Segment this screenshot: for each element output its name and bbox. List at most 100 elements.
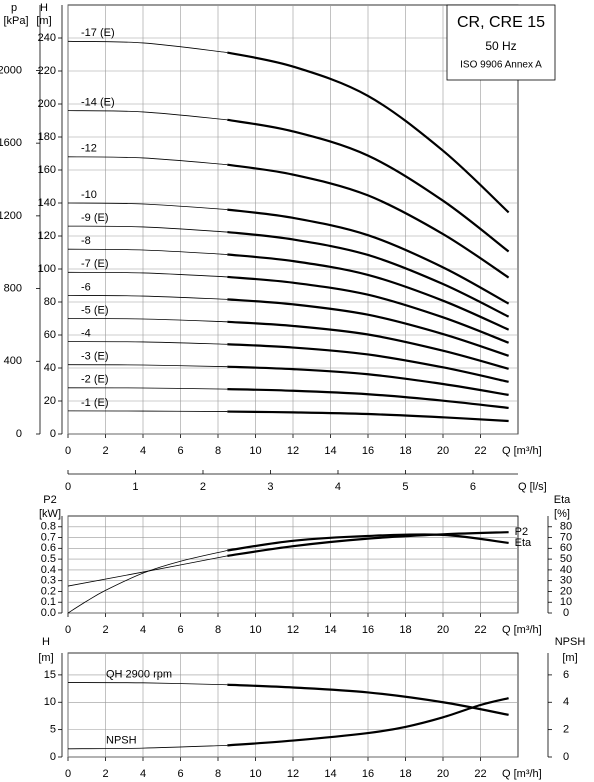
curve-bold: [227, 51, 510, 214]
y2-tick-label: 10: [560, 596, 572, 608]
x-axis-label: Q [m³/h]: [502, 624, 542, 636]
curve-bold: [227, 410, 509, 423]
x-tick-label: 18: [399, 624, 411, 636]
y-tick-label: 0.1: [41, 596, 56, 608]
x-tick-label: 0: [65, 768, 71, 780]
secondary-x-tick-label: 6: [470, 481, 476, 493]
y2-tick-label: 0: [563, 751, 569, 763]
y2-tick-label: 6: [563, 669, 569, 681]
curve-thin: [67, 410, 228, 412]
y-tick-label: 100: [38, 263, 56, 275]
x-tick-label: 4: [140, 768, 146, 780]
curve-thin: [67, 682, 228, 686]
x-tick-label: 10: [249, 445, 261, 457]
curve-thin: [67, 550, 228, 614]
x-tick-label: 6: [177, 624, 183, 636]
curve-thin: [67, 318, 228, 323]
x-tick-label: 20: [437, 445, 449, 457]
y2-tick-label: 40: [560, 564, 572, 576]
curve-thin: [67, 744, 228, 750]
curve-bold: [227, 343, 509, 383]
curve-bold: [227, 253, 510, 331]
y-tick-label: 0: [50, 428, 56, 440]
p-tick-label: 2000: [0, 64, 22, 76]
y2-axis-symbol: Eta: [554, 494, 571, 506]
y2-tick-label: 20: [560, 585, 572, 597]
series-label: NPSH: [106, 735, 137, 747]
p-tick-label: 1600: [0, 137, 22, 149]
curve-bold: [227, 683, 509, 716]
x-tick-label: 12: [287, 445, 299, 457]
y2-tick-label: 60: [560, 542, 572, 554]
y-axis-unit: [m]: [36, 15, 51, 27]
p-tick-label: 0: [16, 428, 22, 440]
x-tick-label: 16: [362, 768, 374, 780]
secondary-x-tick-label: 4: [335, 481, 341, 493]
y-tick-label: 0.6: [41, 542, 56, 554]
series-label: -3 (E): [81, 351, 109, 363]
curve-bold: [227, 320, 509, 370]
series-label: -9 (E): [81, 212, 109, 224]
y2-axis-unit: [%]: [554, 508, 570, 520]
p-tick-label: 1200: [0, 210, 22, 222]
x-tick-label: 14: [324, 624, 336, 636]
series-label: -7 (E): [81, 258, 109, 270]
series-label: QH 2900 rpm: [106, 668, 172, 680]
y2-tick-label: 4: [563, 696, 569, 708]
legend-box: [446, 4, 556, 81]
series-label: -6: [81, 281, 91, 293]
series-label: -1 (E): [81, 397, 109, 409]
y2-tick-label: 80: [560, 521, 572, 533]
curve-bold: [227, 388, 509, 410]
x-tick-label: 16: [362, 445, 374, 457]
x-tick-label: 22: [474, 624, 486, 636]
curve-thin: [67, 110, 228, 121]
y2-tick-label: 50: [560, 553, 572, 565]
y-tick-label: 60: [44, 329, 56, 341]
curve-bold: [227, 230, 510, 318]
curve-thin: [67, 271, 228, 278]
curve-thin: [67, 40, 228, 53]
p-axis-symbol: p: [11, 2, 17, 14]
x-tick-label: 4: [140, 624, 146, 636]
secondary-x-tick-label: 1: [132, 481, 138, 493]
curve-thin: [67, 555, 228, 587]
x-tick-label: 18: [399, 445, 411, 457]
y-tick-label: 0: [50, 751, 56, 763]
x-tick-label: 16: [362, 624, 374, 636]
y-tick-label: 10: [44, 696, 56, 708]
x-tick-label: 10: [249, 624, 261, 636]
curve-thin: [67, 202, 228, 210]
y2-tick-label: 0: [563, 607, 569, 619]
x-tick-label: 20: [437, 768, 449, 780]
curve-bold: [227, 208, 510, 305]
curve-thin: [67, 387, 228, 390]
curve-bold: [227, 533, 509, 552]
x-tick-label: 2: [102, 768, 108, 780]
y-tick-label: 220: [38, 65, 56, 77]
y-axis-symbol: H: [40, 2, 48, 14]
y-tick-label: 0.2: [41, 585, 56, 597]
p-axis-unit: [kPa]: [3, 15, 28, 27]
series-label: Eta: [515, 537, 532, 549]
x-tick-label: 4: [140, 445, 146, 457]
x-tick-label: 6: [177, 445, 183, 457]
p-tick-label: 400: [4, 355, 22, 367]
x-tick-label: 14: [324, 445, 336, 457]
legend-line: 50 Hz: [485, 39, 516, 53]
y-tick-label: 15: [44, 669, 56, 681]
y-tick-label: 140: [38, 197, 56, 209]
series-label: -14 (E): [81, 97, 115, 109]
curve-thin: [67, 295, 228, 300]
x-tick-label: 10: [249, 768, 261, 780]
y-axis-unit: [m]: [38, 652, 53, 664]
y-tick-label: 0.8: [41, 521, 56, 533]
y2-tick-label: 70: [560, 531, 572, 543]
curve-thin: [67, 341, 228, 345]
x-tick-label: 0: [65, 445, 71, 457]
x-tick-label: 2: [102, 624, 108, 636]
x-tick-label: 8: [215, 624, 221, 636]
x-tick-label: 2: [102, 445, 108, 457]
curve-thin: [67, 225, 228, 233]
